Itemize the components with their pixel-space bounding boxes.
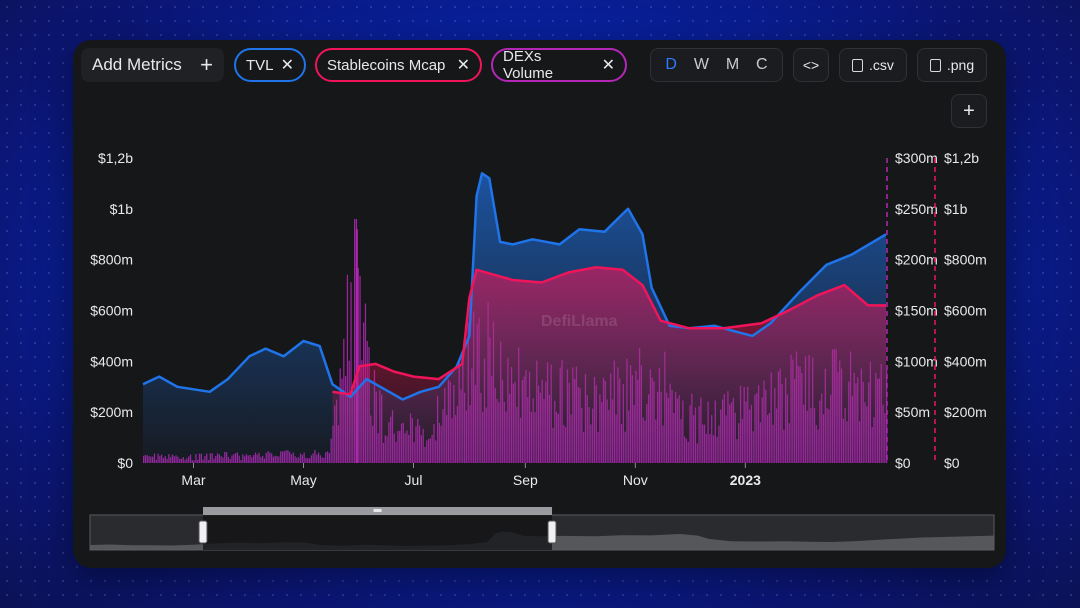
y-right2-tick-label: $400m xyxy=(944,353,987,369)
y-left-tick-label: $800m xyxy=(90,252,133,268)
y-left-tick-label: $600m xyxy=(90,303,133,319)
metric-chip-label: TVL xyxy=(246,56,274,74)
y-right1-tick-label: $200m xyxy=(895,252,938,268)
y-left-tick-label: $1,2b xyxy=(98,150,133,166)
add-metrics-label: Add Metrics xyxy=(92,55,182,74)
download-csv-button[interactable]: .csv xyxy=(839,48,907,82)
x-tick-label: Jul xyxy=(405,472,423,488)
navigator-left-handle[interactable] xyxy=(198,520,208,544)
y-right2-tick-label: $1b xyxy=(944,201,968,217)
navigator-selected-range[interactable] xyxy=(203,515,553,550)
x-tick-label: May xyxy=(290,472,316,488)
granularity-cumulative[interactable]: C xyxy=(756,56,768,73)
embed-icon: <> xyxy=(802,57,820,73)
add-chart-button[interactable]: + xyxy=(951,94,987,128)
y-right1-tick-label: $100m xyxy=(895,353,938,369)
embed-button[interactable]: <> xyxy=(793,48,829,82)
y-left-tick-label: $200m xyxy=(90,404,133,420)
tvl-line xyxy=(142,172,887,401)
close-icon[interactable]: ✕ xyxy=(456,57,470,74)
metric-chip-label: DEXs Volume xyxy=(503,48,554,82)
x-tick-label: 2023 xyxy=(730,472,761,488)
granularity-month[interactable]: M xyxy=(725,56,740,73)
plus-icon: + xyxy=(200,52,213,77)
y-right1-tick-label: $300m xyxy=(895,150,938,166)
y-right2-tick-label: $200m xyxy=(944,404,987,420)
dex-volume-bar xyxy=(346,274,349,463)
csv-label: .csv xyxy=(869,57,894,73)
y-right1-tick-label: $150m xyxy=(895,303,938,319)
dex-volume-bar xyxy=(357,267,359,463)
y-right2-tick-label: $1,2b xyxy=(944,150,979,166)
y-right2-tick-label: $600m xyxy=(944,303,987,319)
x-tick-label: Nov xyxy=(623,472,648,488)
dex-volume-bar xyxy=(350,282,352,463)
add-metrics-button[interactable]: Add Metrics + xyxy=(81,48,224,82)
y-left-tick-label: $400m xyxy=(90,353,133,369)
plus-icon: + xyxy=(963,99,975,122)
close-icon[interactable]: ✕ xyxy=(280,57,294,74)
navigator-right-handle[interactable] xyxy=(547,520,557,544)
metric-chip-tvl[interactable]: TVL ✕ xyxy=(234,48,306,82)
file-icon xyxy=(852,58,864,72)
download-png-button[interactable]: .png xyxy=(917,48,987,82)
file-icon xyxy=(929,58,941,72)
metric-chip-dexs-volume[interactable]: DEXs Volume ✕ xyxy=(491,48,627,82)
close-icon[interactable]: ✕ xyxy=(601,57,615,74)
y-left-tick-label: $0 xyxy=(117,455,133,471)
granularity-selector: D W M C xyxy=(650,48,783,82)
scrollbar-grip-icon xyxy=(373,509,382,512)
dex-volume-bar xyxy=(353,219,356,463)
y-right2-tick-label: $800m xyxy=(944,252,987,268)
metric-chip-stablecoins-mcap[interactable]: Stablecoins Mcap ✕ xyxy=(315,48,482,82)
png-label: .png xyxy=(946,57,975,73)
y-right1-tick-label: $50m xyxy=(895,404,930,420)
y-right2-tick-label: $0 xyxy=(944,455,960,471)
dex-volume-bar xyxy=(886,369,888,463)
metric-chip-label: Stablecoins Mcap xyxy=(327,56,446,74)
dex-volume-bar xyxy=(355,229,358,463)
watermark: DefiLlama xyxy=(541,313,618,330)
y-left-tick-label: $1b xyxy=(110,201,134,217)
x-tick-label: Sep xyxy=(513,472,538,488)
y-right1-tick-label: $0 xyxy=(895,455,911,471)
y-right1-tick-label: $250m xyxy=(895,201,938,217)
granularity-week[interactable]: W xyxy=(693,56,709,73)
stablecoins-mcap-line xyxy=(332,266,886,396)
granularity-day[interactable]: D xyxy=(665,56,677,73)
x-tick-label: Mar xyxy=(181,472,205,488)
